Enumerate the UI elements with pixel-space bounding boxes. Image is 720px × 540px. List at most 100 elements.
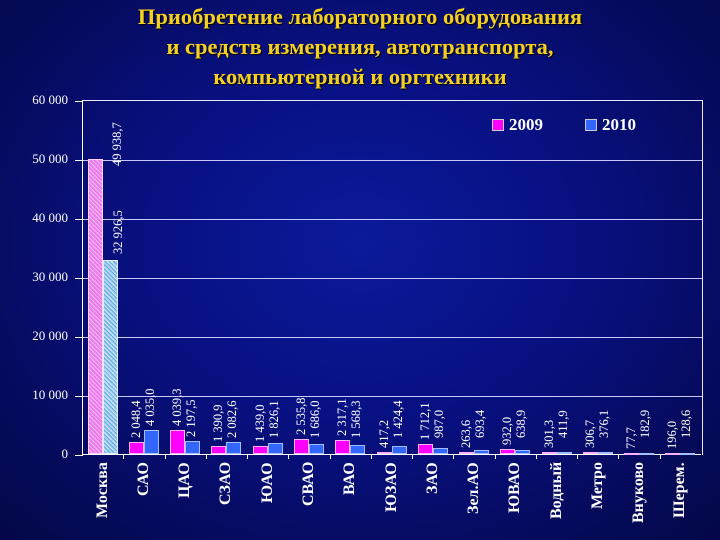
value-label: 77,7 (624, 427, 638, 449)
x-tick (165, 454, 166, 459)
category-label: ЮЗАО (383, 462, 400, 512)
category-label: Москва (94, 462, 111, 518)
value-label: 417,2 (377, 419, 391, 448)
bar-2009-7 (335, 440, 350, 454)
y-tick-label: 40 000 (32, 210, 68, 225)
value-label: 411,9 (556, 410, 570, 438)
category-label: Зел.АО (465, 462, 482, 514)
bar-2009-13 (583, 452, 598, 455)
category-label: Водный (548, 461, 565, 519)
x-tick (206, 454, 207, 459)
value-label: 263,6 (459, 419, 473, 448)
x-tick (247, 454, 248, 459)
y-tick-label: 0 (61, 446, 69, 461)
x-axis-line (82, 454, 701, 455)
bar-2009-9 (418, 443, 433, 454)
bar-2010-1 (103, 259, 118, 454)
x-tick (123, 454, 124, 459)
bar-2009-1 (88, 159, 103, 454)
bar-2009-2 (129, 441, 144, 454)
value-label: 1 568,3 (349, 400, 363, 439)
plot-area (75, 100, 703, 456)
gridline (83, 278, 702, 279)
value-label: 301,3 (542, 419, 556, 448)
bar-2010-9 (433, 448, 448, 454)
bar-2009-5 (253, 445, 268, 454)
bar-2010-4 (226, 441, 241, 454)
value-label: 1 826,1 (267, 400, 281, 439)
value-label: 2 082,6 (225, 400, 239, 439)
x-tick (412, 454, 413, 459)
bar-2009-3 (170, 430, 185, 454)
x-tick (371, 454, 372, 459)
x-tick (536, 454, 537, 459)
value-label: 2 048,4 (129, 400, 143, 439)
category-label: СВАО (300, 461, 317, 506)
x-tick (495, 454, 496, 459)
bar-2009-10 (459, 452, 474, 455)
category-label: ЮВАО (506, 462, 523, 513)
bar-2009-11 (500, 448, 515, 454)
chart-title: Приобретение лабораторного оборудования … (0, 2, 720, 92)
x-tick (330, 454, 331, 459)
gridline (83, 396, 702, 397)
title-line-2: и средств измерения, автотранспорта, (166, 34, 554, 59)
value-label: 1 424,4 (391, 400, 405, 439)
bar-2009-4 (211, 445, 226, 454)
bar-2010-12 (557, 451, 572, 454)
value-label: 1 390,9 (211, 404, 225, 443)
y-tick (75, 101, 83, 102)
gridline (83, 219, 702, 220)
bar-2010-8 (392, 445, 407, 454)
y-tick-label: 20 000 (32, 328, 68, 343)
value-label: 2 535,8 (294, 397, 308, 436)
bar-2009-14 (624, 453, 639, 455)
x-tick (288, 454, 289, 459)
legend-swatch-2010 (585, 119, 597, 131)
value-label: 32 926,5 (111, 210, 125, 254)
value-label: 376,1 (597, 409, 611, 438)
y-tick (75, 396, 83, 397)
value-label: 4 035,0 (143, 388, 157, 427)
y-tick (75, 278, 83, 279)
category-label: ЗАО (424, 462, 441, 494)
bar-2010-3 (185, 441, 200, 454)
bar-2010-7 (350, 444, 365, 454)
value-label: 182,9 (638, 409, 652, 438)
category-label: САО (135, 462, 152, 496)
legend-item-2009: 2009 (492, 115, 543, 135)
y-tick-label: 50 000 (32, 151, 68, 166)
gridline (83, 160, 702, 161)
category-label: Шерем. (671, 462, 688, 518)
bar-2010-15 (680, 453, 695, 455)
x-tick (577, 454, 578, 459)
value-label: 932,0 (500, 416, 514, 445)
category-label: Внуково (630, 461, 647, 523)
category-label: Метро (589, 462, 606, 509)
value-label: 1 686,0 (308, 400, 322, 439)
value-label: 306,7 (583, 419, 597, 448)
bar-2010-5 (268, 443, 283, 454)
value-label: 693,4 (473, 409, 487, 438)
title-line-3: компьютерной и оргтехники (213, 64, 507, 89)
value-label: 128,6 (679, 409, 693, 438)
value-label: 2 317,1 (335, 398, 349, 437)
bar-2009-15 (665, 452, 680, 455)
value-label: 49 938,7 (110, 122, 124, 166)
bar-2009-8 (377, 451, 392, 454)
bar-2010-10 (474, 449, 489, 454)
bar-2010-11 (515, 450, 530, 454)
y-tick-label: 10 000 (32, 387, 68, 402)
y-tick (75, 455, 83, 456)
category-label: ЦАО (176, 462, 193, 498)
y-tick-label: 60 000 (32, 92, 68, 107)
bar-2010-13 (598, 451, 613, 454)
x-tick (453, 454, 454, 459)
legend-swatch-2009 (492, 119, 504, 131)
value-label: 4 039,3 (170, 388, 184, 427)
bar-2009-6 (294, 439, 309, 454)
category-label: ВАО (341, 462, 358, 495)
value-label: 196,0 (665, 420, 679, 449)
legend-label-2010: 2010 (602, 115, 636, 134)
title-line-1: Приобретение лабораторного оборудования (137, 4, 583, 29)
